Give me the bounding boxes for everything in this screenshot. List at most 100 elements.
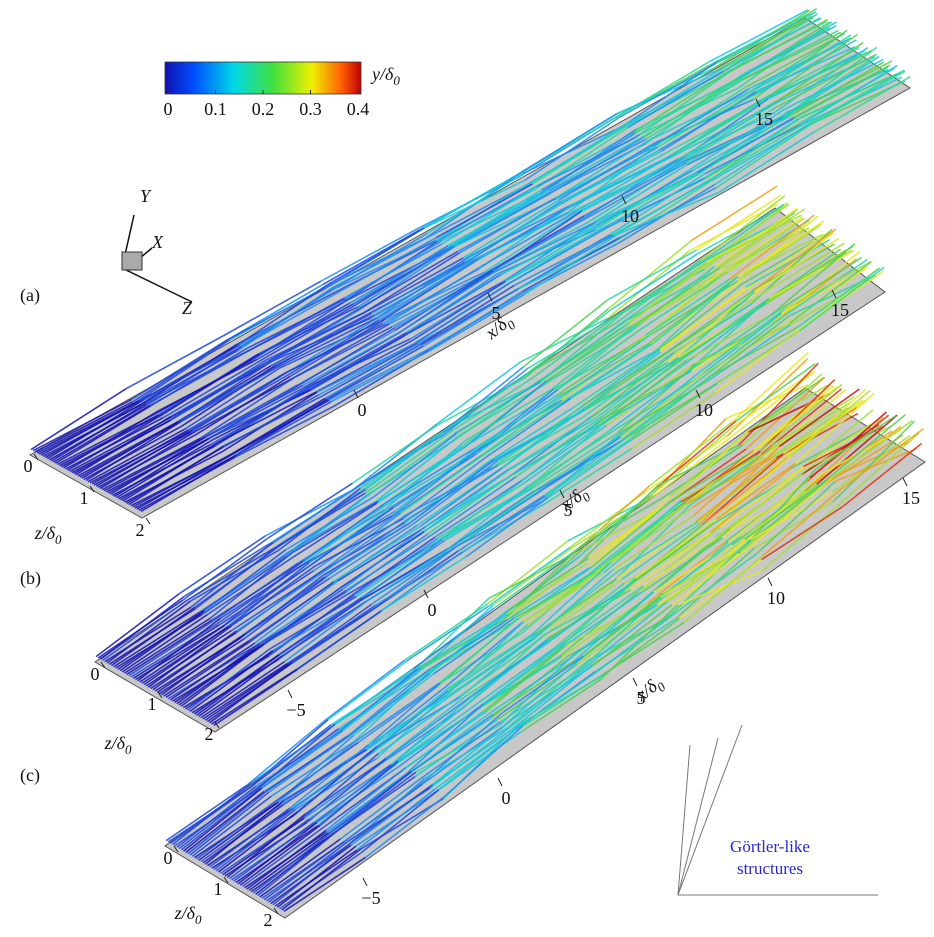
- streamline: [156, 635, 242, 693]
- streamline: [302, 331, 401, 387]
- streamline: [531, 561, 612, 636]
- streamline: [745, 376, 826, 450]
- streamline: [372, 433, 457, 498]
- streamline: [523, 116, 620, 182]
- streamline: [239, 287, 337, 347]
- streamline: [235, 400, 333, 456]
- streamline: [461, 501, 547, 553]
- streamline: [715, 16, 814, 64]
- streamline: [357, 245, 454, 308]
- streamline: [618, 191, 720, 235]
- streamline: [592, 604, 673, 667]
- streamline: [731, 351, 810, 423]
- streamline: [314, 340, 413, 394]
- streamline: [474, 648, 554, 706]
- streamline: [542, 128, 637, 194]
- streamline: [449, 375, 536, 433]
- streamline: [816, 414, 897, 470]
- streamline: [520, 317, 609, 363]
- streamline: [183, 787, 263, 852]
- x-tick-label: −5: [361, 888, 380, 908]
- streamline: [246, 718, 327, 786]
- streamline: [75, 415, 172, 476]
- streamline: [180, 364, 276, 428]
- streamline: [163, 640, 250, 697]
- streamline: [598, 171, 697, 223]
- streamline: [185, 790, 265, 854]
- streamline: [434, 480, 522, 538]
- streamline: [213, 807, 295, 871]
- streamline: [501, 221, 600, 276]
- streamline: [796, 267, 881, 329]
- streamline: [520, 422, 605, 482]
- streamline: [507, 567, 590, 621]
- streamline: [462, 199, 560, 259]
- x-tick: [767, 577, 773, 587]
- streamline: [195, 377, 294, 433]
- streamline: [452, 189, 550, 247]
- streamline: [511, 664, 594, 721]
- streamline: [563, 150, 662, 203]
- streamline: [735, 25, 837, 81]
- streamline: [469, 638, 553, 699]
- streamline: [667, 289, 755, 353]
- streamline: [332, 235, 431, 289]
- streamline: [124, 617, 211, 674]
- streamline: [400, 454, 483, 514]
- streamline: [320, 227, 420, 282]
- streamline: [841, 442, 923, 508]
- streamline: [561, 600, 643, 658]
- streamline: [521, 424, 608, 485]
- streamline: [449, 490, 536, 549]
- streamline: [198, 801, 279, 861]
- streamline: [410, 464, 499, 518]
- streamline: [264, 489, 353, 537]
- streamline: [657, 88, 755, 148]
- streamline: [378, 696, 460, 754]
- streamline: [753, 228, 837, 291]
- streamline: [554, 138, 651, 199]
- streamline: [234, 406, 334, 458]
- x-tick: [362, 877, 368, 887]
- streamline: [163, 353, 260, 415]
- z-tick-label: 0: [91, 664, 100, 684]
- streamline: [371, 686, 451, 752]
- streamline: [99, 596, 185, 660]
- streamline: [643, 271, 728, 338]
- streamline: [231, 565, 316, 627]
- streamline: [557, 335, 645, 396]
- streamline: [308, 510, 396, 564]
- streamline: [277, 738, 359, 803]
- streamline: [293, 326, 393, 379]
- streamline: [122, 442, 218, 502]
- streamline: [36, 401, 137, 454]
- streamline: [784, 58, 884, 110]
- streamline: [726, 220, 812, 273]
- streamline: [790, 424, 872, 470]
- streamline: [753, 477, 833, 545]
- streamline: [520, 678, 601, 733]
- streamline: [737, 223, 822, 282]
- streamline: [110, 606, 196, 667]
- streamline: [278, 598, 364, 656]
- streamline: [46, 399, 144, 460]
- streamline: [352, 673, 434, 737]
- streamline: [576, 154, 673, 213]
- streamline: [635, 518, 717, 579]
- streamline: [281, 848, 362, 911]
- streamline: [524, 232, 620, 296]
- streamline: [704, 315, 790, 381]
- streamline: [190, 549, 279, 602]
- streamline: [125, 334, 224, 390]
- streamline: [400, 271, 495, 333]
- streamline: [527, 317, 614, 369]
- streamline: [784, 258, 868, 317]
- streamline: [53, 405, 150, 463]
- streamline: [686, 456, 770, 505]
- streamline: [449, 195, 546, 250]
- streamline: [170, 361, 269, 418]
- streamline: [338, 237, 437, 293]
- streamline: [549, 138, 647, 192]
- label-sub: 0: [55, 532, 62, 547]
- label-text: z/δ: [174, 903, 196, 923]
